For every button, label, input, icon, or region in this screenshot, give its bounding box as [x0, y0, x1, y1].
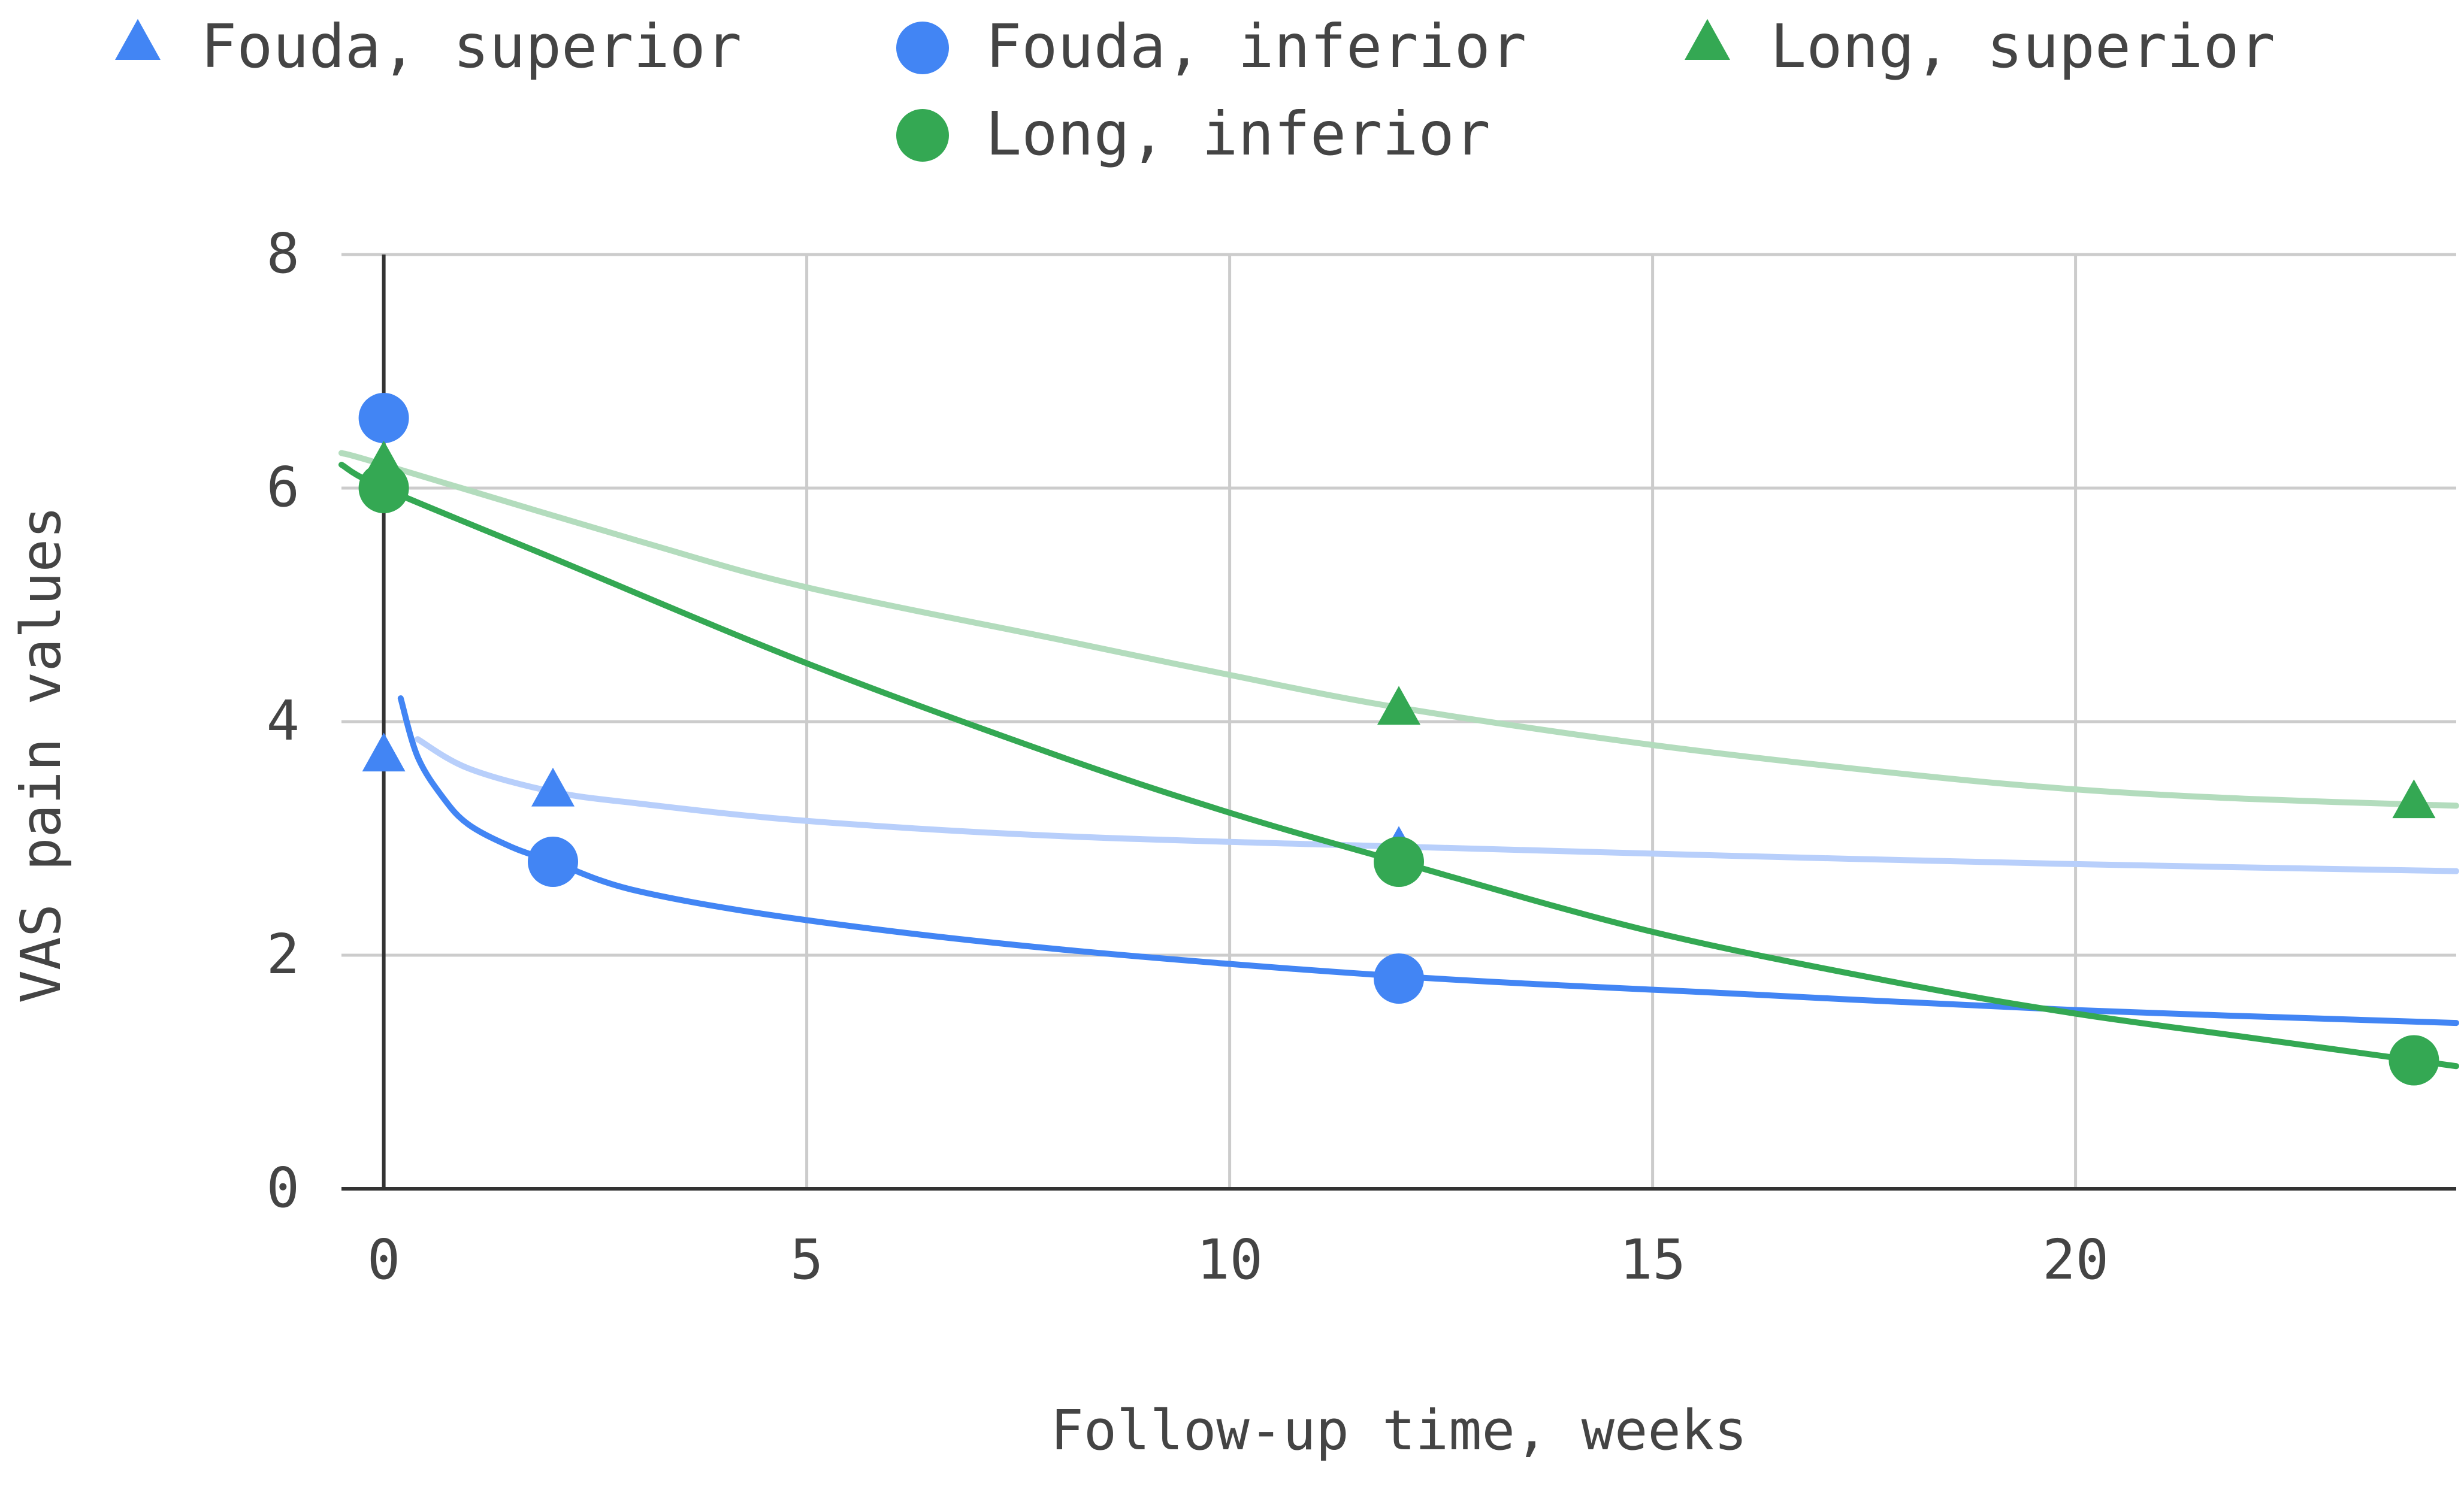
- legend-label: Fouda, superior: [201, 11, 742, 81]
- point-fouda-superior: [362, 732, 406, 772]
- x-tick-label: 5: [790, 1228, 823, 1292]
- data-points: [358, 393, 2439, 1086]
- point-fouda-superior: [531, 767, 575, 807]
- x-tick-label: 20: [2042, 1228, 2109, 1292]
- point-fouda-inferior: [358, 393, 409, 443]
- y-tick-label: 8: [267, 222, 300, 286]
- legend-item-long-inferior: Long, inferior: [896, 99, 1491, 169]
- point-long-inferior: [358, 463, 409, 513]
- x-tick-label: 15: [1619, 1228, 1686, 1292]
- legend-marker-circle: [896, 22, 949, 74]
- point-fouda-inferior: [1374, 953, 1424, 1004]
- trendlines: [338, 450, 2459, 1070]
- y-tick-label: 6: [267, 455, 300, 519]
- trendline-fouda-superior: [415, 736, 2459, 874]
- y-tick-label: 2: [267, 922, 300, 986]
- x-tick-label: 10: [1196, 1228, 1263, 1292]
- legend-label: Long, superior: [1770, 11, 2275, 81]
- y-tick-label: 0: [267, 1156, 300, 1220]
- y-axis-label: VAS pain values: [9, 506, 73, 1004]
- trendline-long-superior: [338, 450, 2459, 809]
- legend-label: Long, inferior: [985, 99, 1491, 169]
- trendline-fouda-inferior: [397, 695, 2459, 1026]
- legend: Fouda, superior Fouda, inferior Long, supe…: [115, 11, 2275, 169]
- legend-label: Fouda, inferior: [985, 11, 1526, 81]
- legend-marker-triangle: [1685, 19, 1730, 60]
- point-long-superior: [2392, 779, 2436, 819]
- legend-item-fouda-inferior: Fouda, inferior: [896, 11, 1526, 81]
- point-fouda-inferior: [528, 837, 578, 887]
- point-long-inferior: [2389, 1035, 2439, 1086]
- x-axis-label: Follow-up time, weeks: [1050, 1398, 1747, 1462]
- legend-marker-circle: [896, 109, 949, 162]
- y-tick-label: 4: [267, 689, 300, 753]
- grid: [341, 253, 2456, 1189]
- point-long-inferior: [1374, 837, 1424, 887]
- trendline-long-inferior: [338, 462, 2459, 1070]
- point-long-superior: [1377, 686, 1420, 725]
- legend-item-long-superior: Long, superior: [1685, 11, 2275, 81]
- tick-labels: 0 2 4 6 8 0 5 10 15 20: [267, 222, 2109, 1292]
- legend-marker-triangle: [115, 19, 161, 60]
- legend-item-fouda-superior: Fouda, superior: [115, 11, 742, 81]
- x-tick-label: 0: [367, 1228, 400, 1292]
